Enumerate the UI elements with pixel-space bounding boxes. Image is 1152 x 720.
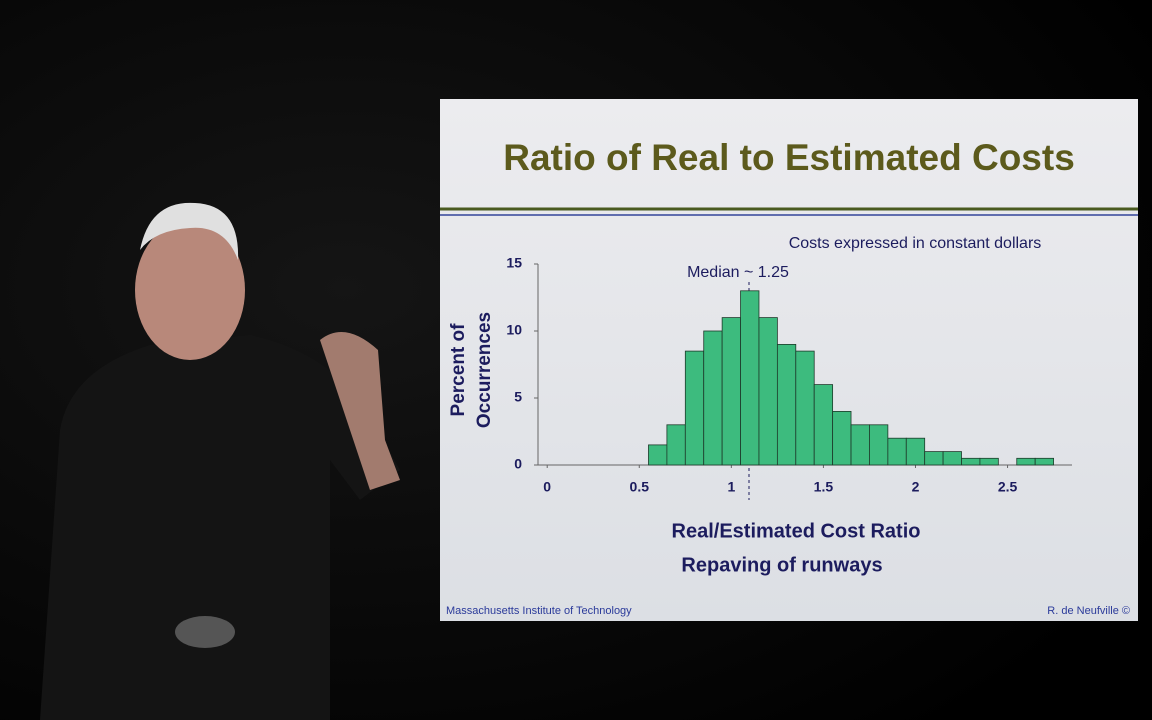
bar [703, 330, 723, 466]
presenter [40, 202, 400, 720]
x-tick-label: 0 [543, 479, 551, 495]
y-tick-label: 0 [514, 456, 522, 472]
y-axis-label-line: Occurrences [474, 312, 495, 428]
x-axis-label: Real/Estimated Cost Ratio [672, 520, 921, 542]
bar [1016, 457, 1036, 466]
bar [776, 343, 797, 466]
x-tick-label: 1 [727, 479, 735, 495]
y-axis-label: Percent of Occurrences [448, 312, 495, 428]
bar [924, 451, 944, 466]
bar [850, 424, 870, 466]
bar [721, 317, 741, 466]
bar [795, 350, 815, 466]
y-tick-label: 10 [506, 322, 522, 338]
bar [869, 424, 889, 466]
slide-title: Ratio of Real to Estimated Costs [503, 137, 1075, 178]
bar [684, 350, 705, 466]
x-tick-label: 2.5 [998, 479, 1018, 495]
annotation: Median ~ 1.25 [687, 264, 789, 281]
note: Costs expressed in constant dollars [789, 235, 1042, 252]
footer-left: Massachusetts Institute of Technology [446, 605, 632, 617]
bar [961, 457, 981, 466]
bar [758, 317, 778, 466]
bar [648, 444, 668, 466]
bar [887, 437, 907, 466]
plot: 0 5 10 15 0 0.5 1 1.5 2 2.5 [506, 255, 1072, 495]
bar [740, 290, 760, 466]
bar [979, 457, 999, 466]
subtitle: Repaving of runways [681, 554, 882, 576]
bar [813, 384, 834, 466]
x-tick-label: 2 [912, 479, 920, 495]
y-axis-label-line: Percent of [448, 323, 469, 417]
y-tick-label: 5 [514, 389, 522, 405]
bar [905, 437, 926, 466]
footer-right: R. de Neufville © [1047, 605, 1130, 617]
x-tick-label: 0.5 [630, 479, 650, 495]
x-tick-label: 1.5 [814, 479, 834, 495]
y-tick-label: 15 [506, 255, 522, 271]
bar [942, 451, 962, 466]
bar [666, 424, 686, 466]
bar [832, 410, 852, 466]
bar [1034, 457, 1054, 466]
